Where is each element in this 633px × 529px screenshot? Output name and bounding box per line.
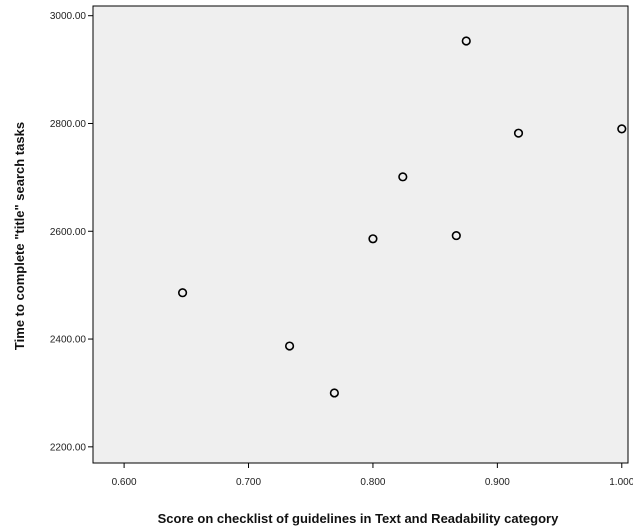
plot-area [92,5,629,464]
y-axis: 2200.00 2400.00 2600.00 2800.00 3000.00 [50,11,93,453]
x-axis: 0.600 0.700 0.800 0.900 1.000 [112,463,633,488]
y-tick-label: 2800.00 [50,119,87,130]
y-tick-label: 2600.00 [50,227,87,238]
data-point [617,124,627,134]
y-tick-label: 2200.00 [50,442,87,453]
x-tick-label: 0.800 [360,477,385,488]
x-tick-label: 0.900 [485,477,510,488]
y-tick-label: 2400.00 [50,335,87,346]
data-points [177,36,627,398]
data-point [461,36,471,46]
data-point [177,288,188,298]
x-tick-label: 0.600 [112,477,137,488]
data-point [451,230,461,241]
data-point [329,388,339,398]
y-tick-label: 3000.00 [50,11,87,22]
x-tick-label: 1.000 [609,477,633,488]
y-axis-title: Time to complete "title" search tasks [12,122,27,350]
data-point [513,128,524,138]
data-point [398,172,408,182]
x-axis-title: Score on checklist of guidelines in Text… [158,511,559,526]
data-point [284,341,295,351]
x-tick-label: 0.700 [236,477,261,488]
data-point [368,234,378,244]
